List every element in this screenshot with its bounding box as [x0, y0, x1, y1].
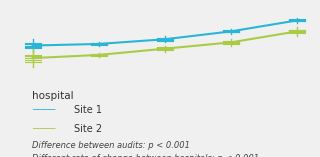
Text: ────: ──── [32, 105, 55, 115]
Text: Difference between audits: p < 0.001: Difference between audits: p < 0.001 [32, 141, 190, 150]
Text: Site 1: Site 1 [74, 105, 102, 115]
Text: Site 2: Site 2 [74, 124, 102, 134]
Text: hospital: hospital [32, 91, 74, 101]
Text: Different rate of change between hospitals: p < 0.001: Different rate of change between hospita… [32, 154, 259, 157]
Text: ────: ──── [32, 124, 55, 134]
